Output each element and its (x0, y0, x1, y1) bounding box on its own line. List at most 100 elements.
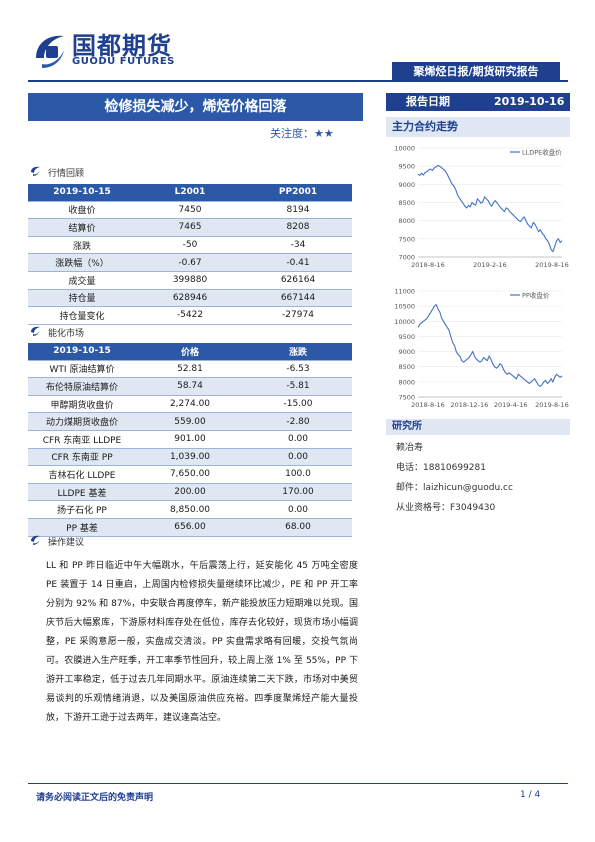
table-row: 收盘价 7450 8194 (28, 201, 352, 220)
column-header: 2019-10-15 (28, 184, 136, 202)
column-header: PP2001 (244, 184, 352, 202)
table-cell: 200.00 (136, 483, 244, 502)
row-label: 扬子石化 PP (28, 500, 136, 519)
table-cell: 52.81 (136, 360, 244, 379)
row-label: LLDPE 基差 (28, 483, 136, 502)
table-cell: -15.00 (244, 395, 352, 414)
row-label: 收盘价 (28, 201, 136, 220)
table-cell: -5.81 (244, 377, 352, 396)
table-cell: 559.00 (136, 412, 244, 431)
section-bullet-icon (31, 326, 40, 336)
table-cell: 1,039.00 (136, 448, 244, 467)
y-tick-label: 10500 (394, 303, 415, 311)
table-row: 结算价 7465 8208 (28, 218, 352, 237)
table-cell: 7,650.00 (136, 465, 244, 484)
x-tick-label: 2019-8-16 (535, 261, 569, 269)
table-cell: 0.00 (244, 448, 352, 467)
y-tick-label: 7500 (398, 394, 415, 402)
table-row: 扬子石化 PP 8,850.00 0.00 (28, 500, 352, 519)
researcher-license: 从业资格号：F3049430 (396, 503, 496, 513)
table-cell: 8208 (244, 218, 352, 237)
y-tick-label: 8000 (398, 217, 415, 225)
table-cell: -27974 (244, 306, 352, 325)
table-row: CFR 东南亚 PP 1,039.00 0.00 (28, 448, 352, 467)
x-tick-label: 2018-8-16 (411, 261, 445, 269)
table-cell: 626164 (244, 271, 352, 290)
column-header: L2001 (136, 184, 244, 202)
report-date-bar: 报告日期 2019-10-16 (386, 93, 570, 111)
market-review-table: 2019-10-15 L2001 PP2001 收盘价 7450 8194 结算价 74… (28, 184, 352, 325)
table-row: 布伦特原油结算价 58.74 -5.81 (28, 377, 352, 396)
x-tick-label: 2019-8-16 (535, 401, 569, 409)
row-label: WTI 原油结算价 (28, 360, 136, 379)
focus-stars-icon: ★★ (314, 127, 334, 140)
energy-market-label: 能化市场 (48, 329, 85, 339)
table-cell: 667144 (244, 289, 352, 308)
y-tick-label: 9500 (398, 163, 415, 171)
table-row: 涨跌 -50 -34 (28, 236, 352, 255)
row-label: 结算价 (28, 218, 136, 237)
y-tick-label: 7000 (398, 254, 415, 262)
researcher-name: 赖冶寿 (396, 443, 424, 453)
y-tick-label: 11000 (394, 288, 415, 296)
row-label: 成交量 (28, 271, 136, 290)
table-cell: 656.00 (136, 518, 244, 537)
advice-paragraph: LL 和 PP 昨日临近中午大幅跳水，午后震荡上行，延安能化 45 万吨全密度 … (46, 561, 358, 723)
pp-price-chart: 7500 8000 8500 9000 9500 10000 10500 11000 2018-… (394, 288, 569, 410)
table-cell: -6.53 (244, 360, 352, 379)
row-label: PP 基差 (28, 518, 136, 537)
table-row: 涨跌幅（%） -0.67 -0.41 (28, 253, 352, 272)
column-header: 涨跌 (244, 343, 352, 361)
focus-rating: 关注度：★★ (270, 125, 334, 141)
table-cell: 58.74 (136, 377, 244, 396)
table-cell: 2,274.00 (136, 395, 244, 414)
disclaimer-note: 请务必阅读正文后的免责声明 (36, 793, 154, 803)
table-cell: 8194 (244, 201, 352, 220)
table-cell: -2.80 (244, 412, 352, 431)
table-cell: 901.00 (136, 430, 244, 449)
y-tick-label: 8500 (398, 199, 415, 207)
x-tick-label: 2019-2-16 (473, 261, 507, 269)
row-label: 持仓量变化 (28, 306, 136, 325)
table-cell: 0.00 (244, 500, 352, 519)
table-cell: 8,850.00 (136, 500, 244, 519)
table-row: LLDPE 基差 200.00 170.00 (28, 483, 352, 502)
y-tick-label: 8000 (398, 378, 415, 386)
row-label: 布伦特原油结算价 (28, 377, 136, 396)
report-type-banner: 聚烯烃日报/期货研究报告 (392, 62, 560, 82)
table-cell: -34 (244, 236, 352, 255)
table-row: 持仓量 628946 667144 (28, 289, 352, 308)
table-cell: 399880 (136, 271, 244, 290)
x-tick-label: 2018-12-16 (450, 401, 488, 409)
y-tick-label: 7500 (398, 235, 415, 243)
advice-label: 操作建议 (48, 538, 85, 548)
table-cell: -5422 (136, 306, 244, 325)
column-header: 2019-10-15 (28, 343, 136, 361)
legend-label: LLDPE收盘价 (522, 148, 562, 157)
table-cell: 7450 (136, 201, 244, 220)
series-line (417, 303, 563, 388)
section-bullet-icon (31, 166, 40, 176)
footer-rule (28, 783, 568, 784)
legend-label: PP收盘价 (522, 291, 550, 300)
table-cell: 170.00 (244, 483, 352, 502)
main-contract-heading: 主力合约走势 (386, 117, 570, 137)
table-row: PP 基差 656.00 68.00 (28, 518, 352, 537)
y-tick-label: 9500 (398, 333, 415, 341)
date-value: 2019-10-16 (494, 95, 565, 108)
x-tick-label: 2019-4-16 (494, 401, 528, 409)
lldpe-price-chart: 7000 7500 8000 8500 9000 9500 10000 2018-8-16 20… (394, 145, 569, 270)
guodu-logo-icon (36, 35, 64, 68)
y-tick-label: 10000 (394, 318, 415, 326)
table-row: 成交量 399880 626164 (28, 271, 352, 290)
table-cell: 68.00 (244, 518, 352, 537)
table-cell: 628946 (136, 289, 244, 308)
row-label: 吉林石化 LLDPE (28, 465, 136, 484)
table-row: 持仓量变化 -5422 -27974 (28, 306, 352, 325)
column-header: 价格 (136, 343, 244, 361)
table-cell: 7465 (136, 218, 244, 237)
table-row: CFR 东南亚 LLDPE 901.00 0.00 (28, 430, 352, 449)
table-row: 甲醇期货收盘价 2,274.00 -15.00 (28, 395, 352, 414)
y-tick-label: 9000 (398, 181, 415, 189)
date-label: 报告日期 (406, 95, 450, 108)
